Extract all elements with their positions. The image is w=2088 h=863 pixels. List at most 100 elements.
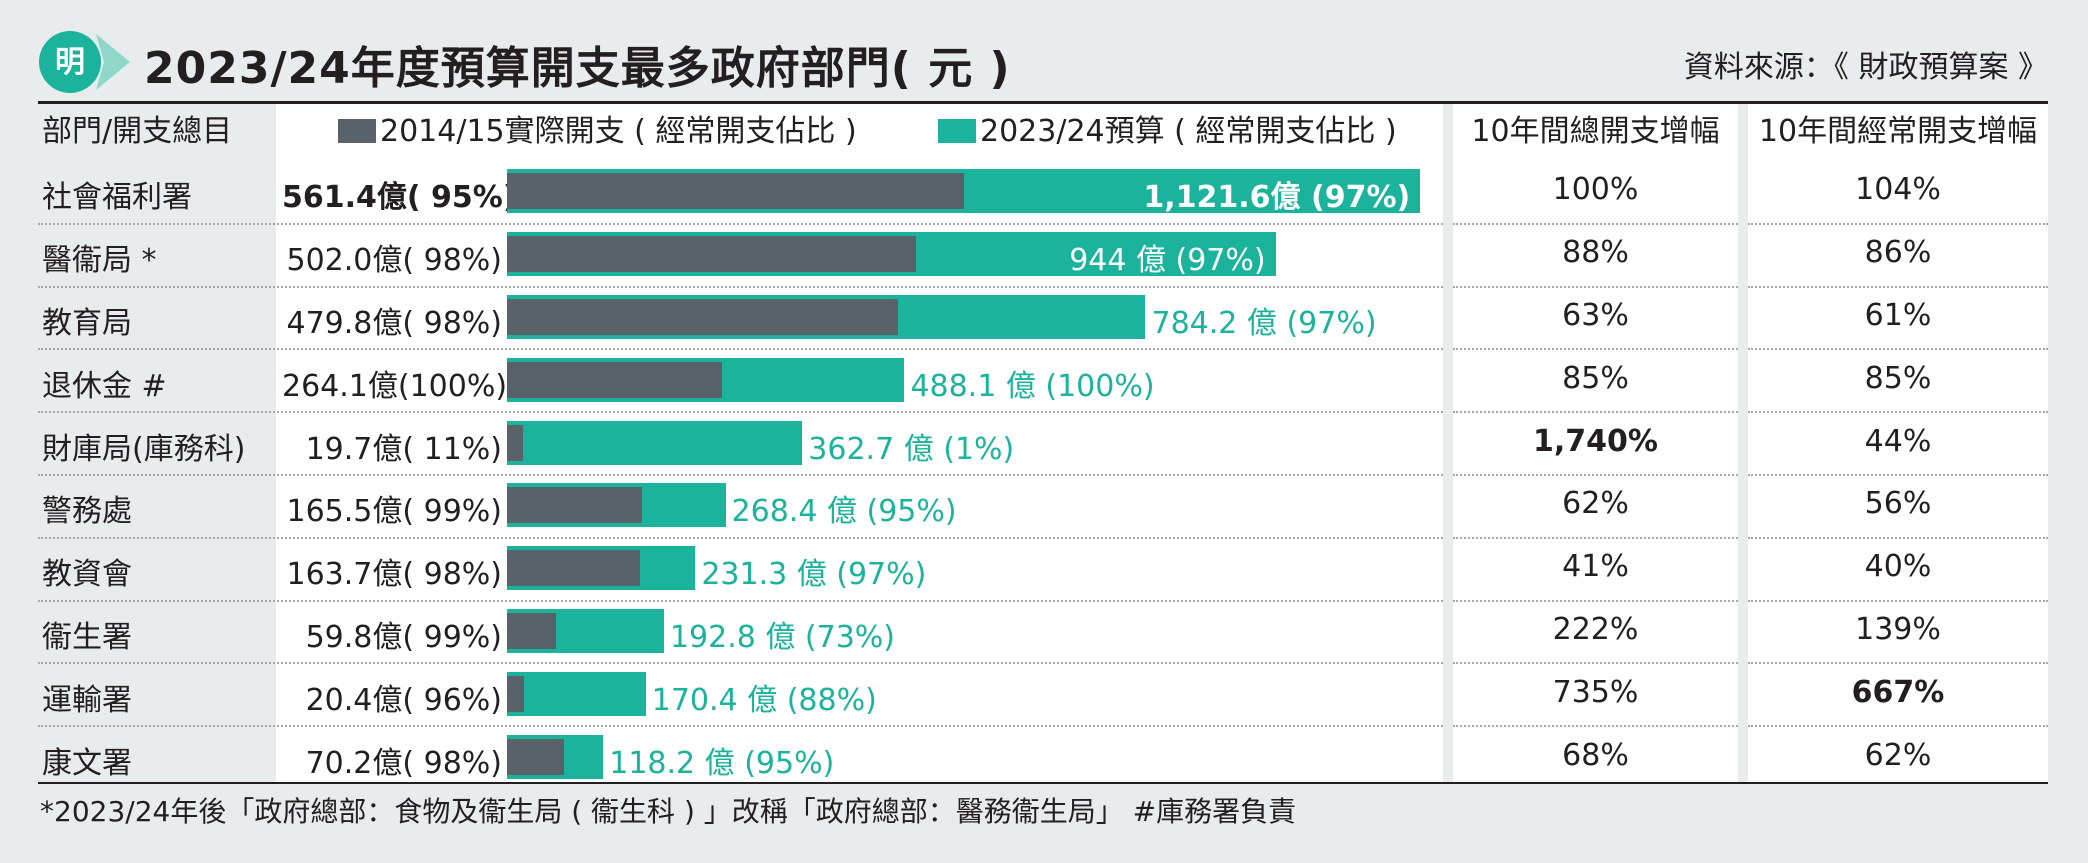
new-value-label: 488.1 億 (100%) bbox=[910, 368, 1155, 404]
bar-2014-15 bbox=[507, 361, 723, 398]
bar-2014-15 bbox=[507, 299, 898, 335]
row-separator bbox=[1453, 662, 1738, 665]
logo-char: 明 bbox=[55, 45, 85, 80]
row-separator bbox=[1453, 348, 1738, 351]
row-separator bbox=[1748, 222, 2048, 225]
total-growth-value: 100% bbox=[1552, 172, 1639, 208]
bar-2014-15 bbox=[507, 675, 524, 712]
recurrent-growth-value: 62% bbox=[1864, 737, 1932, 773]
bar-2014-15 bbox=[507, 173, 965, 210]
recurrent-growth-value: 56% bbox=[1864, 486, 1932, 522]
total-growth-header: 10年間總開支增幅 bbox=[1471, 114, 1720, 149]
bottom-rule bbox=[38, 782, 2048, 784]
recurrent-growth-value: 61% bbox=[1864, 298, 1932, 333]
row-separator bbox=[38, 348, 1443, 351]
row-separator bbox=[38, 725, 1443, 728]
row-separator bbox=[1453, 222, 1738, 225]
bar-2023-24 bbox=[507, 671, 646, 716]
row-separator bbox=[38, 411, 1443, 414]
legend-new: 2023/24預算 ( 經常開支佔比 ) bbox=[980, 114, 1397, 149]
bar-2014-15 bbox=[507, 424, 524, 461]
legend-old: 2014/15實際開支 ( 經常開支佔比 ) bbox=[380, 114, 857, 149]
new-value-label: 1,121.6億 (97%) bbox=[1143, 180, 1411, 216]
department-label: 社會福利署 bbox=[42, 180, 192, 216]
old-value-label: 163.7億( 98%) bbox=[286, 557, 502, 593]
total-growth-value: 62% bbox=[1562, 486, 1629, 522]
row-separator bbox=[1748, 536, 2048, 539]
department-label: 教育局 bbox=[42, 306, 132, 341]
bar-2014-15 bbox=[507, 487, 642, 524]
department-label: 退休金 # bbox=[42, 368, 167, 404]
bar-2014-15 bbox=[507, 738, 565, 775]
recurrent-growth-value: 86% bbox=[1864, 235, 1932, 271]
recurrent-growth-value: 667% bbox=[1851, 674, 1945, 710]
new-value-label: 784.2 億 (97%) bbox=[1151, 306, 1377, 341]
row-separator bbox=[1453, 474, 1738, 476]
data-source: 資料來源：《 財政預算案 》 bbox=[1683, 50, 2048, 85]
new-value-label: 118.2 億 (95%) bbox=[609, 745, 835, 781]
department-label: 衞生署 bbox=[42, 620, 132, 655]
row-separator bbox=[1748, 348, 2048, 351]
row-separator bbox=[1453, 285, 1738, 288]
row-separator bbox=[1748, 285, 2048, 288]
row-separator bbox=[1748, 599, 2048, 602]
bar-2023-24 bbox=[507, 420, 803, 465]
chart-title: 2023/24年度預算開支最多政府部門( 元 ) bbox=[144, 43, 1011, 94]
recurrent-growth-value: 104% bbox=[1855, 172, 1941, 208]
department-label: 警務處 bbox=[42, 494, 132, 530]
row-separator bbox=[38, 474, 1443, 476]
new-value-label: 192.8 億 (73%) bbox=[669, 620, 896, 655]
old-value-label: 70.2億( 98%) bbox=[305, 745, 502, 781]
row-separator bbox=[38, 662, 1443, 665]
total-growth-value: 63% bbox=[1562, 298, 1629, 333]
ming-pao-logo-icon: 明 bbox=[39, 31, 130, 93]
total-growth-value: 85% bbox=[1562, 360, 1629, 396]
column-gutter bbox=[1738, 104, 1748, 782]
column-gutter bbox=[1443, 104, 1453, 782]
row-separator bbox=[1748, 725, 2048, 728]
recurrent-growth-column bbox=[1748, 104, 2048, 782]
new-value-label: 362.7 億 (1%) bbox=[808, 431, 1015, 467]
row-separator bbox=[1453, 725, 1738, 728]
row-separator bbox=[38, 599, 1443, 602]
dept-column-header: 部門/開支總目 bbox=[42, 114, 233, 149]
chart-header: 明 2023/24年度預算開支最多政府部門( 元 ) 資料來源：《 財政預算案 … bbox=[38, 24, 2048, 102]
department-label: 康文署 bbox=[42, 745, 132, 781]
row-separator bbox=[1748, 662, 2048, 665]
recurrent-growth-value: 85% bbox=[1864, 360, 1932, 396]
bar-2014-15 bbox=[507, 236, 916, 273]
total-growth-value: 222% bbox=[1552, 612, 1639, 647]
recurrent-growth-value: 44% bbox=[1864, 423, 1932, 459]
old-value-label: 479.8億( 98%) bbox=[286, 306, 502, 341]
total-growth-value: 735% bbox=[1552, 674, 1639, 710]
row-separator bbox=[1748, 474, 2048, 476]
old-value-label: 59.8億( 99%) bbox=[305, 620, 502, 655]
footnote: *2023/24年後「政府總部：食物及衞生局 ( 衞生科 ) 」改稱「政府總部：… bbox=[40, 795, 1297, 828]
total-growth-value: 68% bbox=[1562, 737, 1629, 773]
legend-swatch-old bbox=[338, 119, 376, 143]
bar-2014-15 bbox=[507, 613, 556, 649]
new-value-label: 268.4 億 (95%) bbox=[731, 494, 957, 530]
old-value-label: 502.0億( 98%) bbox=[286, 243, 502, 279]
department-label: 財庫局(庫務科) bbox=[42, 431, 246, 467]
row-separator bbox=[1748, 411, 2048, 414]
recurrent-growth-value: 139% bbox=[1855, 612, 1941, 647]
department-label: 教資會 bbox=[42, 557, 132, 593]
total-growth-column bbox=[1453, 104, 1738, 782]
bar-2014-15 bbox=[507, 550, 641, 587]
row-separator bbox=[38, 285, 1443, 288]
old-value-label: 264.1億(100%) bbox=[282, 368, 508, 404]
old-value-label: 561.4億( 95%) bbox=[282, 180, 517, 216]
row-separator bbox=[38, 222, 1443, 225]
row-separator bbox=[1453, 536, 1738, 539]
new-value-label: 944 億 (97%) bbox=[1069, 243, 1266, 279]
top-rule bbox=[38, 101, 2048, 104]
row-separator bbox=[1453, 411, 1738, 414]
row-separator bbox=[38, 536, 1443, 539]
row-separator bbox=[1453, 599, 1738, 602]
new-value-label: 231.3 億 (97%) bbox=[701, 557, 927, 593]
department-column bbox=[38, 104, 276, 782]
recurrent-growth-header: 10年間經常開支增幅 bbox=[1758, 114, 2038, 149]
total-growth-value: 1,740% bbox=[1533, 423, 1658, 459]
old-value-label: 20.4億( 96%) bbox=[305, 682, 502, 718]
